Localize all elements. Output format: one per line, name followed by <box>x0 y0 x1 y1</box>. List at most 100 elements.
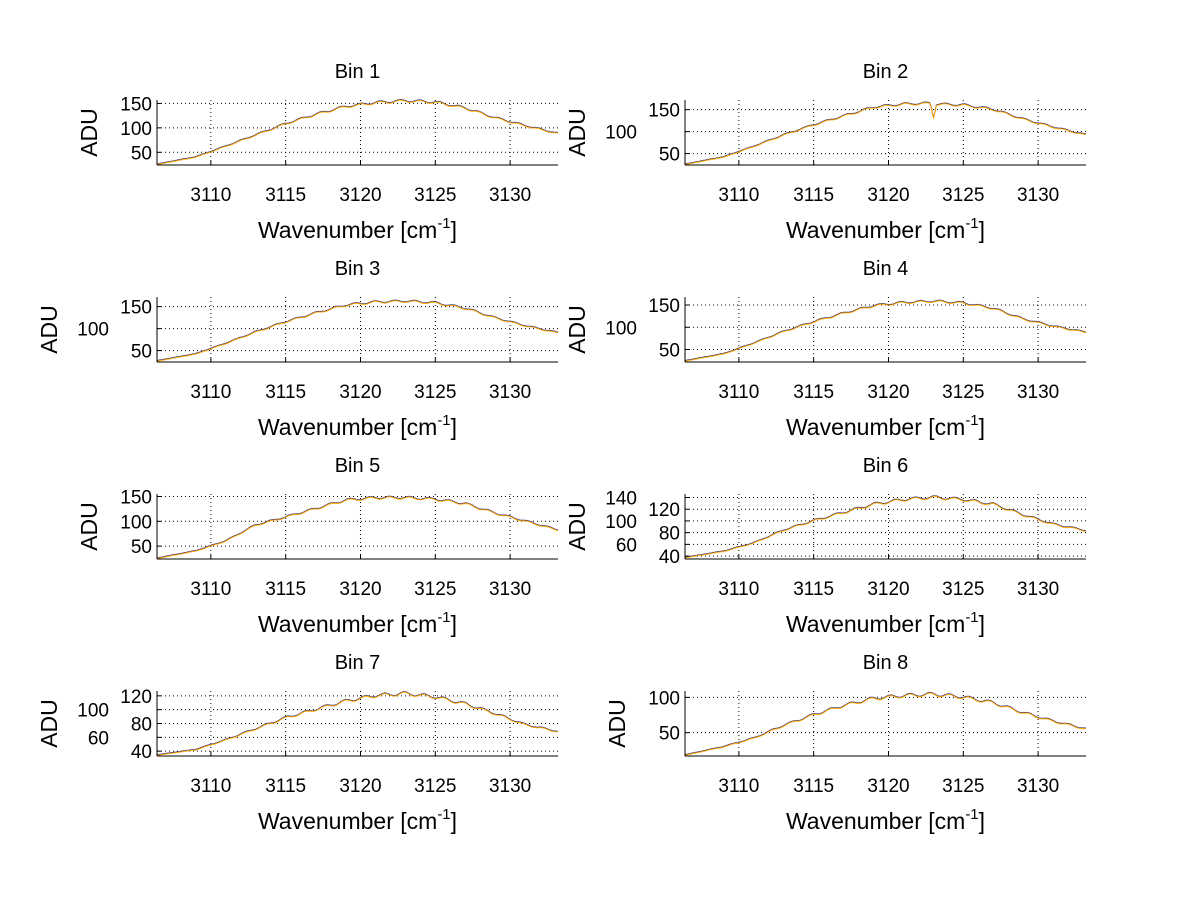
y-tick-label: 50 <box>659 724 680 745</box>
y-tick-label: 60 <box>616 535 637 556</box>
x-axis-label: Wavenumber [cm-1] <box>786 215 985 243</box>
series-line-dark <box>684 691 1086 756</box>
x-axis-label: Wavenumber [cm-1] <box>258 609 457 637</box>
x-tick-label: 3110 <box>190 776 231 797</box>
x-tick-label: 3120 <box>867 185 909 206</box>
x-tick-label: 3130 <box>489 382 531 403</box>
x-tick-label: 3125 <box>414 185 456 206</box>
y-tick-label: 50 <box>659 341 680 362</box>
series-line-dark <box>684 299 1087 361</box>
subplot-title: Bin 5 <box>335 455 381 477</box>
x-axis-label-main: Wavenumber [cm <box>786 414 965 440</box>
y-tick-label: 40 <box>131 742 152 763</box>
x-tick-label: 3110 <box>190 382 231 403</box>
x-tick-label: 3130 <box>489 776 531 797</box>
y-tick-label: 100 <box>77 320 109 341</box>
x-tick-label: 3120 <box>867 579 909 600</box>
x-axis-label-main: Wavenumber [cm <box>786 808 965 834</box>
subplot-title: Bin 6 <box>863 455 909 477</box>
x-tick-label: 3130 <box>1017 185 1059 206</box>
x-axis-label-main: Wavenumber [cm <box>786 217 965 243</box>
y-tick-label: 120 <box>120 687 152 708</box>
y-axis-label: ADU <box>564 305 590 354</box>
subplot-title: Bin 1 <box>335 61 381 83</box>
y-axis-label: ADU <box>564 108 590 157</box>
x-tick-label: 3125 <box>414 579 456 600</box>
series-line <box>684 692 1086 756</box>
x-tick-label: 3130 <box>1017 382 1059 403</box>
y-tick-label: 100 <box>77 701 109 722</box>
x-axis-label-end: ] <box>979 414 985 440</box>
subplot-bin-3: 3110 3115 3120 3125 3130 50 100 150 Bin 3 Wavenum… <box>36 258 559 440</box>
subplot-title: Bin 2 <box>863 61 909 83</box>
x-tick-label: 3125 <box>942 382 984 403</box>
x-tick-label: 3120 <box>867 776 909 797</box>
x-axis-label-main: Wavenumber [cm <box>258 808 437 834</box>
series-line-dark <box>684 101 1087 165</box>
x-axis-label: Wavenumber [cm-1] <box>786 806 985 834</box>
x-axis-label: Wavenumber [cm-1] <box>258 215 457 243</box>
x-tick-label: 3115 <box>793 185 834 206</box>
x-tick-label: 3115 <box>793 579 834 600</box>
x-axis-label: Wavenumber [cm-1] <box>258 412 457 440</box>
x-tick-label: 3115 <box>265 579 306 600</box>
y-tick-label: 50 <box>659 145 680 166</box>
x-tick-label: 3110 <box>190 185 231 206</box>
x-tick-label: 3125 <box>942 185 984 206</box>
y-tick-label: 80 <box>131 715 152 736</box>
series-line-dark <box>156 299 559 361</box>
subplot-bin-7: 3110 3115 3120 3125 3130 40 60 80 100 120 Bin 7 Wav… <box>36 652 558 834</box>
series-line-dark <box>156 98 559 165</box>
x-axis-label-superscript: -1 <box>437 806 450 823</box>
subplot-bin-6: 3110 3115 3120 3125 3130 40 60 80 100 120 140 Bin 6… <box>564 455 1087 637</box>
subplot-bin-4: 3110 3115 3120 3125 3130 50 100 150 Bin 4 Wavenum… <box>564 258 1087 440</box>
x-tick-label: 3110 <box>718 382 759 403</box>
subplot-bin-2: 3110 3115 3120 3125 3130 50 100 150 Bin 2 Wavenum… <box>564 61 1087 243</box>
y-axis-label: ADU <box>76 108 102 157</box>
y-axis-label: ADU <box>76 502 102 551</box>
y-axis-label: ADU <box>604 699 630 748</box>
x-axis-label-main: Wavenumber [cm <box>258 611 437 637</box>
x-tick-label: 3115 <box>793 382 834 403</box>
y-axis-label: ADU <box>564 502 590 551</box>
y-tick-label: 150 <box>648 296 680 317</box>
x-axis-label-superscript: -1 <box>965 215 978 232</box>
subplot-title: Bin 7 <box>335 652 381 674</box>
x-tick-label: 3120 <box>339 185 381 206</box>
x-axis-label-superscript: -1 <box>965 609 978 626</box>
y-tick-label: 150 <box>648 101 680 122</box>
series-line <box>156 691 558 756</box>
y-tick-label: 150 <box>120 298 152 319</box>
x-tick-label: 3115 <box>793 776 834 797</box>
x-axis-label-main: Wavenumber [cm <box>786 611 965 637</box>
y-tick-label: 100 <box>120 512 152 533</box>
subplot-title: Bin 8 <box>863 652 909 674</box>
series-line-dark <box>156 691 558 756</box>
x-axis-label-end: ] <box>451 414 457 440</box>
y-tick-label: 100 <box>605 318 637 339</box>
x-axis-label-superscript: -1 <box>437 609 450 626</box>
x-axis-label-superscript: -1 <box>965 806 978 823</box>
x-tick-label: 3115 <box>265 382 306 403</box>
x-axis-label-main: Wavenumber [cm <box>258 217 437 243</box>
y-tick-label: 120 <box>648 500 680 521</box>
x-axis-label-superscript: -1 <box>965 412 978 429</box>
y-tick-label: 50 <box>131 342 152 363</box>
x-axis-label-end: ] <box>979 217 985 243</box>
x-tick-label: 3125 <box>414 776 456 797</box>
y-axis-label: ADU <box>36 305 62 354</box>
x-axis-label-end: ] <box>979 611 985 637</box>
series-line <box>156 496 559 559</box>
x-tick-label: 3115 <box>265 185 306 206</box>
y-tick-label: 150 <box>120 487 152 508</box>
y-tick-label: 40 <box>659 547 680 568</box>
series-line <box>156 99 559 165</box>
series-line-dark <box>156 495 559 559</box>
x-tick-label: 3120 <box>339 382 381 403</box>
x-tick-label: 3110 <box>718 579 759 600</box>
series-line <box>684 495 1087 559</box>
subplot-bin-8: 3110 3115 3120 3125 3130 50 100 Bin 8 Wavenumber… <box>604 652 1086 834</box>
x-axis-label-end: ] <box>451 808 457 834</box>
series-line-dark <box>684 495 1087 558</box>
